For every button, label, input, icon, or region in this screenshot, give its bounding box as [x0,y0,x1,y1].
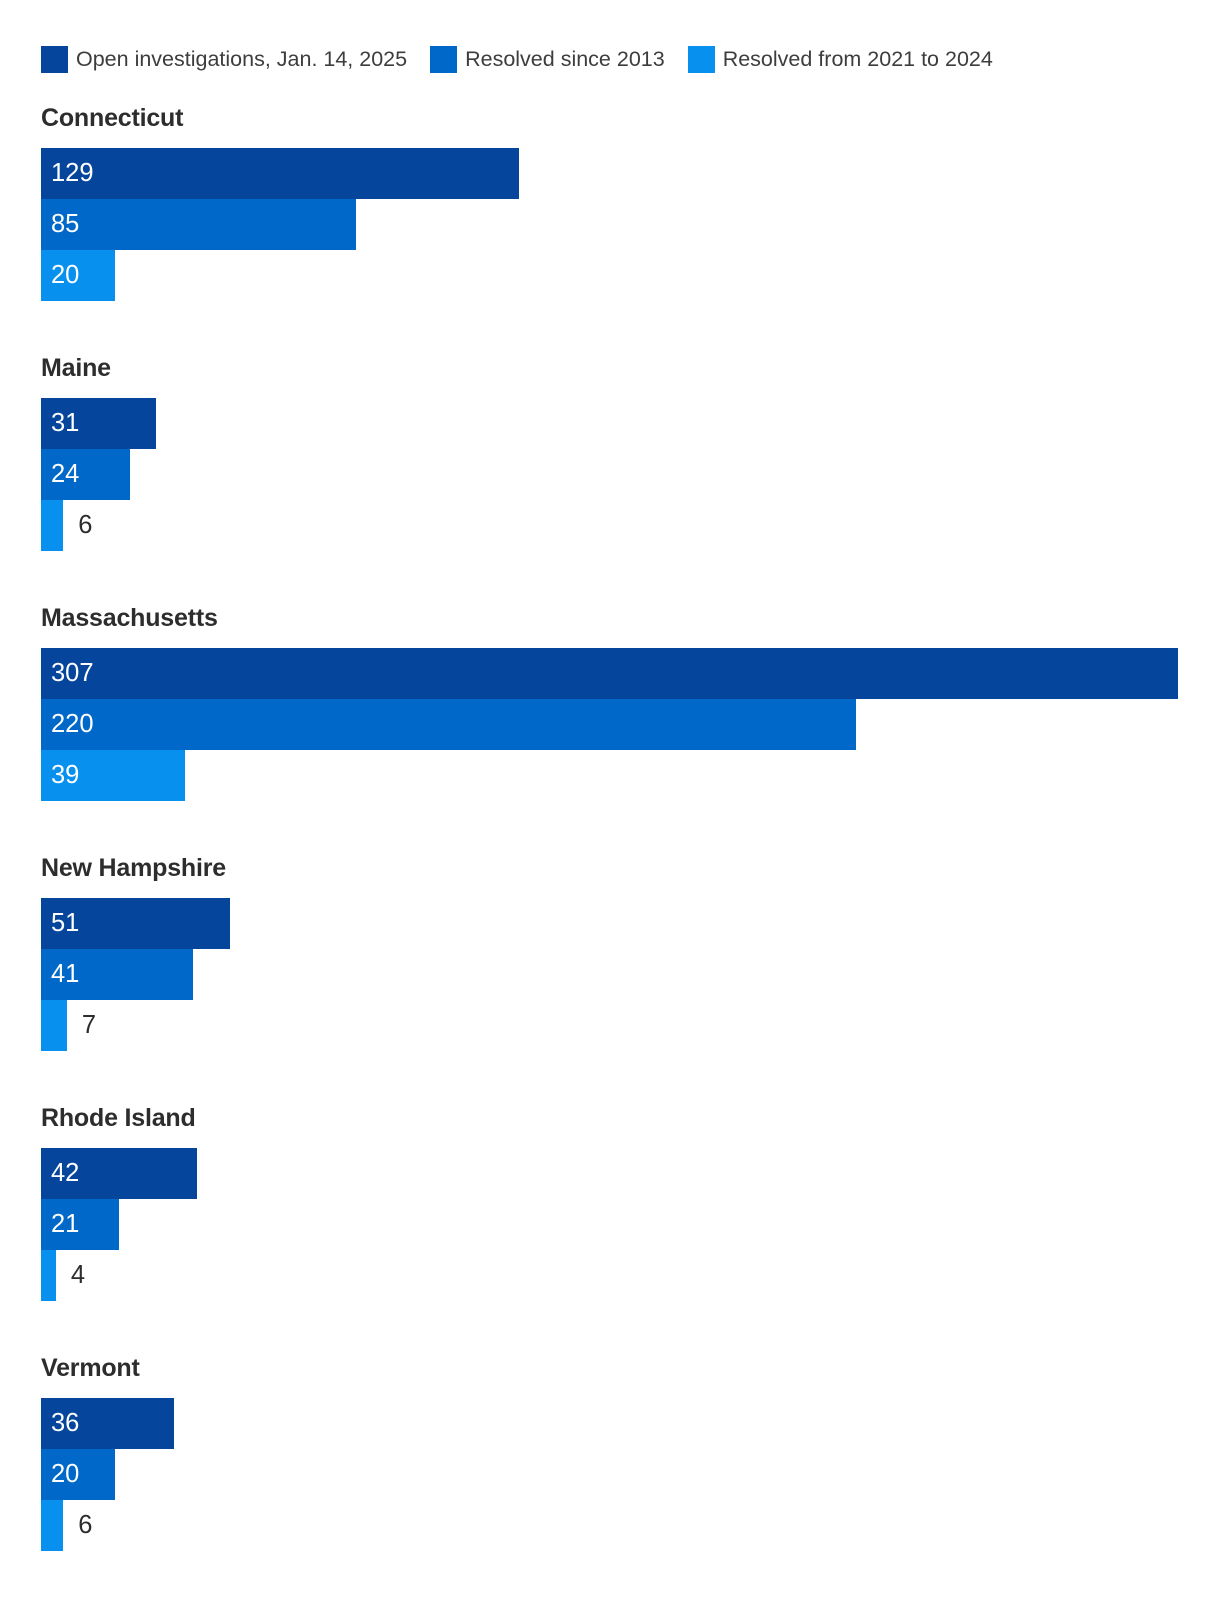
bar-value-label: 129 [51,159,94,187]
state-label: New Hampshire [41,854,226,882]
state-section: Rhode Island 42 21 4 [41,1104,1178,1301]
bar-value-label: 41 [51,960,80,988]
bar-value-label: 21 [51,1210,80,1238]
bar-row: 6 [41,1500,1178,1551]
bar-value-label: 39 [51,761,80,789]
bar-row: 24 [41,449,1178,500]
legend-swatch-icon [430,46,458,73]
bar-value-label: 6 [78,1511,93,1539]
state-section: New Hampshire 51 41 7 [41,854,1178,1051]
grouped-bar-chart: Connecticut 129 85 20 Maine 31 24 6 Massachusett… [41,104,1178,1551]
state-section: Maine 31 24 6 [41,354,1178,551]
bar: 41 [41,949,193,1000]
legend-label: Resolved since 2013 [465,47,665,71]
bar-value-label: 31 [51,409,80,437]
bar-value-label: 85 [51,210,80,238]
bar-row: 85 [41,199,1178,250]
legend-item: Resolved from 2021 to 2024 [687,46,993,73]
bar: 85 [41,199,356,250]
legend-item: Open investigations, Jan. 14, 2025 [41,46,407,73]
bar: 20 [41,250,116,301]
bar: 220 [41,699,856,750]
state-section: Connecticut 129 85 20 [41,104,1178,301]
bar-value-label: 7 [81,1011,97,1039]
bar-row: 51 [41,898,1178,949]
bar: 31 [41,398,156,449]
bar-row: 4 [41,1250,1178,1301]
state-section: Vermont 36 20 6 [41,1354,1178,1551]
legend-swatch-icon [687,46,715,73]
state-label: Maine [41,354,111,382]
bar-value-label: 4 [70,1261,85,1289]
chart-legend: Open investigations, Jan. 14, 2025 Resolv… [41,46,1178,73]
bar: 42 [41,1148,197,1199]
bar: 307 [41,648,1178,699]
bar-value-label: 36 [51,1409,80,1437]
legend-label: Resolved from 2021 to 2024 [722,47,993,71]
bar-row: 42 [41,1148,1178,1199]
state-section: Massachusetts 307 220 39 [41,604,1178,801]
bar-row: 307 [41,648,1178,699]
bar-row: 7 [41,1000,1178,1051]
state-label: Vermont [41,1354,140,1382]
bar-value-label: 220 [51,710,94,738]
bar: 4 [41,1250,85,1301]
bar-row: 21 [41,1199,1178,1250]
legend-item: Resolved since 2013 [430,46,665,73]
bar-value-label: 20 [51,261,80,289]
bar-row: 20 [41,250,1178,301]
bar-row: 41 [41,949,1178,1000]
bar: 24 [41,449,130,500]
bar-value-label: 24 [51,460,80,488]
bar-row: 20 [41,1449,1178,1500]
bar-value-label: 6 [78,511,93,539]
state-label: Massachusetts [41,604,218,632]
legend-label: Open investigations, Jan. 14, 2025 [76,47,408,71]
bar: 51 [41,898,230,949]
bar: 129 [41,148,519,199]
bar: 7 [41,1000,96,1051]
bar: 6 [41,500,92,551]
bar: 36 [41,1398,175,1449]
bar-row: 220 [41,699,1178,750]
legend-swatch-icon [41,46,68,73]
bar-row: 36 [41,1398,1178,1449]
bar-value-label: 51 [51,909,80,937]
state-label: Rhode Island [41,1104,196,1132]
bar-row: 31 [41,398,1178,449]
bar-row: 129 [41,148,1178,199]
bar: 20 [41,1449,116,1500]
bar: 6 [41,1500,92,1551]
bar: 21 [41,1199,119,1250]
bar-row: 39 [41,750,1178,801]
bar: 39 [41,750,186,801]
state-label: Connecticut [41,104,184,132]
bar-value-label: 20 [51,1460,80,1488]
bar-value-label: 307 [51,659,94,687]
bar-value-label: 42 [51,1159,80,1187]
bar-row: 6 [41,500,1178,551]
